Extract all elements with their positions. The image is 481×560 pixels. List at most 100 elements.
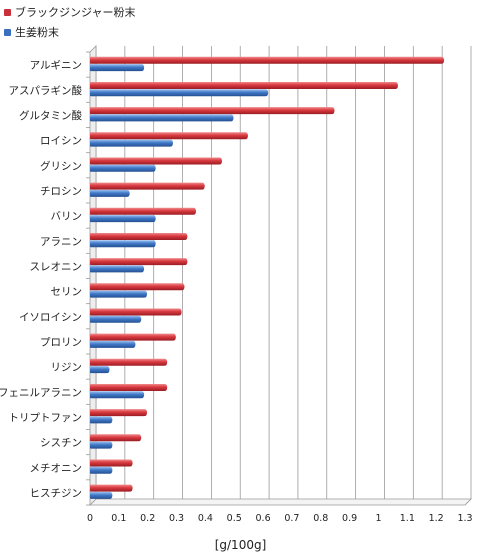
bar-cap-black-ginger: [180, 283, 185, 291]
x-tick-label: 0.7: [284, 513, 299, 524]
bar-cap-black-ginger: [200, 182, 205, 190]
y-category-label: トリプトファン: [9, 412, 83, 424]
y-category-label: スレオニン: [30, 261, 83, 273]
bar-black-ginger: [90, 308, 180, 316]
y-category-label: メチオニン: [30, 462, 83, 474]
y-category-label: ヒスチジン: [30, 487, 83, 499]
bar-cap-black-ginger: [142, 409, 148, 417]
bar-ginger: [90, 139, 171, 147]
bar-cap-ginger: [107, 491, 113, 499]
bar-cap-black-ginger: [128, 484, 133, 492]
bar-black-ginger: [90, 207, 194, 215]
x-tick-label: 0.6: [256, 513, 271, 524]
bar-black-ginger: [90, 157, 220, 165]
bar-cap-ginger: [142, 290, 148, 298]
bar-ginger: [90, 391, 142, 399]
bar-black-ginger: [90, 132, 246, 140]
bar-cap-ginger: [105, 366, 110, 374]
bar-black-ginger: [90, 232, 186, 240]
bar-cap-black-ginger: [128, 459, 133, 467]
x-tick-label: 0.5: [227, 513, 242, 524]
y-category-label: ロイシン: [40, 135, 82, 147]
bar-cap-black-ginger: [182, 258, 188, 266]
bar-ginger: [90, 340, 134, 348]
bar-ginger: [90, 290, 145, 298]
bar-ginger: [90, 240, 154, 248]
bar-cap-ginger: [107, 416, 113, 424]
bar-cap-ginger: [139, 391, 145, 399]
bar-cap-black-ginger: [330, 107, 335, 115]
bar-cap-ginger: [151, 164, 156, 172]
bar-cap-ginger: [107, 441, 113, 449]
bar-cap-ginger: [263, 89, 269, 97]
bar-cap-ginger: [136, 315, 142, 323]
bar-black-ginger: [90, 258, 186, 266]
plot-area: [90, 46, 465, 505]
legend-swatch-ginger: [4, 28, 11, 36]
bar-black-ginger: [90, 484, 131, 492]
bar-ginger: [90, 215, 154, 223]
x-tick-label: 0: [87, 513, 93, 524]
y-category-label: バリン: [51, 211, 83, 223]
x-tick-label: 1.2: [429, 513, 444, 524]
x-axis-label: [g/100g]: [214, 538, 267, 552]
bar-cap-black-ginger: [191, 207, 197, 215]
bar-cap-black-ginger: [136, 434, 142, 442]
x-tick-label: 0.2: [140, 513, 155, 524]
bar-black-ginger: [90, 56, 442, 64]
chart-legend: ブラックジンジャー粉末 生姜粉末: [4, 2, 135, 42]
bar-black-ginger: [90, 81, 396, 89]
bar-cap-ginger: [131, 340, 136, 348]
bar-ginger: [90, 315, 140, 323]
bar-black-ginger: [90, 434, 140, 442]
bar-black-ginger: [90, 283, 183, 291]
y-category-label: チロシン: [40, 185, 82, 197]
bar-cap-ginger: [125, 189, 130, 197]
x-tick-label: 0.1: [111, 513, 126, 524]
y-category-label: フェニルアラニン: [0, 387, 82, 399]
bar-black-ginger: [90, 409, 145, 417]
x-tick-label: 0.4: [198, 513, 213, 524]
bar-cap-black-ginger: [162, 383, 168, 391]
y-category-label: アラニン: [40, 236, 82, 248]
bar-cap-ginger: [107, 466, 113, 474]
bar-cap-ginger: [139, 265, 145, 273]
y-category-label: セリン: [51, 286, 83, 298]
y-category-label: グリシン: [40, 159, 82, 172]
y-category-label: アルギニン: [30, 60, 82, 72]
bar-cap-black-ginger: [217, 157, 223, 165]
bar-black-ginger: [90, 383, 165, 391]
bar-ginger: [90, 491, 111, 499]
bar-ginger: [90, 416, 111, 424]
bar-cap-black-ginger: [162, 358, 168, 366]
bar-ginger: [90, 64, 142, 72]
bar-black-ginger: [90, 358, 165, 366]
bar-ginger: [90, 265, 142, 273]
y-category-label: リジン: [51, 362, 83, 374]
bar-ginger: [90, 164, 154, 172]
legend-swatch-black-ginger: [4, 8, 11, 16]
bar-cap-black-ginger: [243, 132, 248, 140]
bar-ginger: [90, 466, 111, 474]
bar-cap-black-ginger: [177, 308, 182, 316]
plot-floor: [89, 498, 472, 506]
x-tick-label: 1.3: [457, 513, 472, 524]
y-category-label: イソロイシン: [19, 311, 82, 323]
bar-black-ginger: [90, 107, 333, 115]
bar-ginger: [90, 89, 266, 97]
labels-layer: 0 0.1 0.2 0.3 0.4 0.5 0.6 0.7 0.8 0.9 1 1.1 1.2 1.3 アル…: [0, 60, 473, 524]
bar-cap-black-ginger: [439, 56, 445, 64]
x-tick-label: 0.9: [342, 513, 357, 524]
y-category-label: アスパラギン酸: [9, 84, 83, 97]
bars-layer: [90, 56, 445, 499]
legend-label-black-ginger: ブラックジンジャー粉末: [15, 6, 136, 19]
bar-cap-ginger: [168, 139, 173, 147]
y-category-label: グルタミン酸: [19, 109, 82, 122]
bar-ginger: [90, 114, 232, 122]
bar-ginger: [90, 441, 111, 449]
bar-cap-black-ginger: [182, 232, 188, 240]
bar-black-ginger: [90, 182, 203, 190]
bar-cap-black-ginger: [171, 333, 176, 341]
y-category-label: プロリン: [40, 336, 82, 348]
